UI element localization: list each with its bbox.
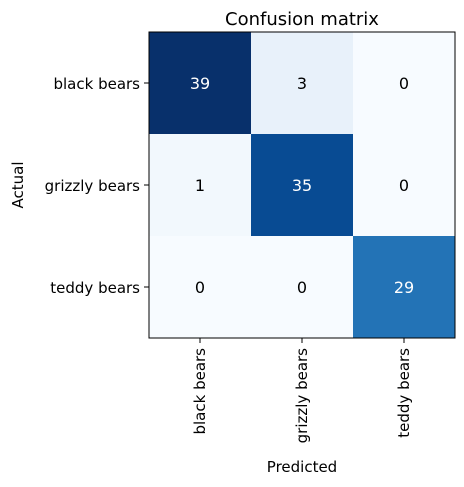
heatmap-cell-0-1 — [251, 32, 353, 134]
cell-value-0-1: 3 — [297, 74, 307, 93]
x-tick-label-0: black bears — [191, 348, 209, 435]
y-axis-label: Actual — [9, 162, 27, 209]
y-axis-ticks: black bears grizzly bears teddy bears — [45, 75, 149, 297]
x-axis-label: Predicted — [267, 458, 337, 476]
x-tick-label-1: grizzly bears — [293, 348, 311, 444]
cell-value-2-0: 0 — [195, 278, 205, 297]
y-tick-label-2: teddy bears — [50, 279, 140, 297]
heatmap-cell-2-2 — [353, 236, 455, 338]
heatmap-cell-0-0 — [149, 32, 251, 134]
cell-value-2-2: 29 — [394, 278, 414, 297]
cell-value-1-0: 1 — [195, 176, 205, 195]
cell-value-2-1: 0 — [297, 278, 307, 297]
cell-value-0-0: 39 — [190, 74, 210, 93]
heatmap-cells — [149, 32, 455, 338]
heatmap-cell-2-0 — [149, 236, 251, 338]
heatmap-cell-2-1 — [251, 236, 353, 338]
y-tick-label-0: black bears — [53, 75, 140, 93]
heatmap-cell-1-2 — [353, 134, 455, 236]
x-tick-label-2: teddy bears — [395, 348, 413, 438]
cell-value-1-2: 0 — [399, 176, 409, 195]
x-axis-ticks: black bears grizzly bears teddy bears — [191, 338, 413, 443]
heatmap-cell-1-0 — [149, 134, 251, 236]
cell-value-0-2: 0 — [399, 74, 409, 93]
heatmap-cell-0-2 — [353, 32, 455, 134]
y-tick-label-1: grizzly bears — [45, 177, 141, 195]
cell-value-labels: 39 3 0 1 35 0 0 0 29 — [190, 74, 414, 297]
heatmap-cell-1-1 — [251, 134, 353, 236]
cell-value-1-1: 35 — [292, 176, 312, 195]
chart-title: Confusion matrix — [225, 9, 379, 30]
